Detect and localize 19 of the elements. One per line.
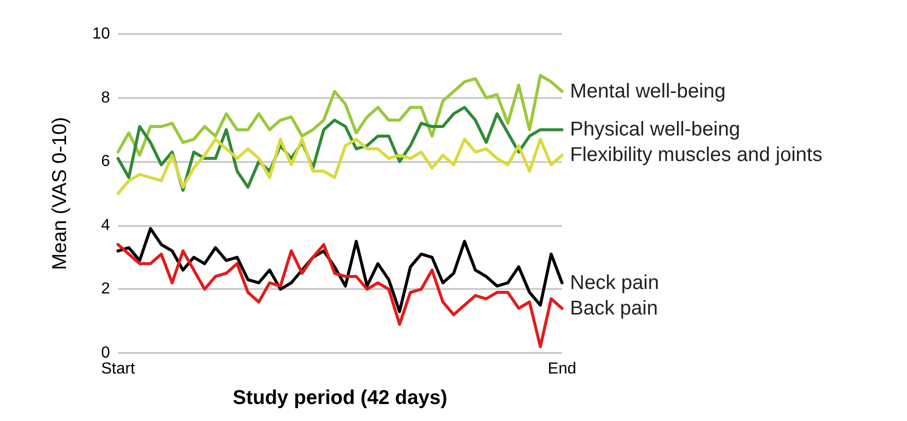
y-axis-title: Mean (VAS 0-10) bbox=[49, 116, 71, 270]
x-tick-label: End bbox=[548, 360, 576, 378]
y-tick-label: 10 bbox=[92, 26, 110, 42]
x-axis-title: Study period (42 days) bbox=[232, 387, 448, 409]
y-tick-label: 6 bbox=[101, 153, 110, 170]
line-series bbox=[116, 138, 564, 195]
y-tick-label: 4 bbox=[101, 216, 110, 234]
series-label: Physical well-being bbox=[570, 118, 740, 141]
series-label: Neck pain bbox=[570, 272, 659, 294]
x-tick-label: Start bbox=[101, 360, 136, 378]
series-label: Mental well-being bbox=[570, 80, 726, 102]
line-series bbox=[116, 74, 564, 157]
line-series bbox=[116, 243, 564, 348]
series-label: Flexibility muscles and joints bbox=[570, 144, 822, 166]
line-series bbox=[116, 227, 564, 314]
series-label: Back pain bbox=[570, 297, 658, 320]
y-tick-label: 0 bbox=[101, 344, 110, 362]
y-tick-label: 8 bbox=[101, 89, 110, 106]
y-tick-label: 2 bbox=[101, 280, 110, 298]
